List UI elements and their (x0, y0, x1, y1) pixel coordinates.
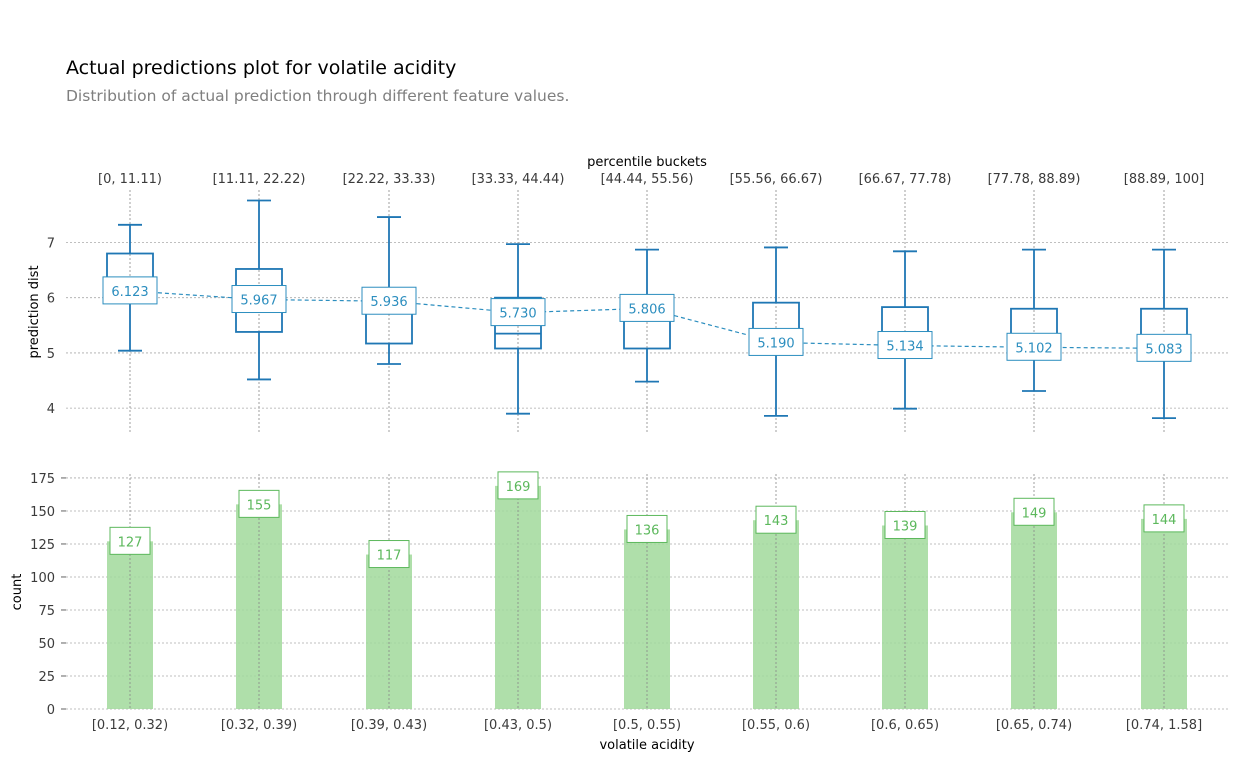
top-tick-5: [55.56, 66.67) (730, 172, 823, 187)
top-tick-7: [77.78, 88.89) (988, 172, 1081, 187)
box-y-axis-label: prediction dist (27, 265, 42, 358)
mean-label-box-4 (619, 293, 675, 322)
bar-label-box-2 (368, 540, 410, 569)
x-tick-5: [0.55, 0.6) (742, 718, 810, 733)
bar-y-tick-125: 125 (30, 538, 55, 553)
box-y-tick-4: 4 (47, 402, 55, 417)
mean-label-5: 5.190 (757, 336, 794, 351)
x-axis-label: volatile acidity (599, 738, 694, 753)
mean-label-1: 5.967 (240, 294, 277, 309)
mean-label-4: 5.806 (628, 302, 665, 317)
bar-y-tick-150: 150 (30, 505, 55, 520)
mean-label-3: 5.730 (499, 307, 536, 322)
x-tick-4: [0.5, 0.55) (613, 718, 681, 733)
x-tick-3: [0.43, 0.5) (484, 718, 552, 733)
bar-label-box-8 (1143, 504, 1185, 533)
top-tick-4: [44.44, 55.56) (601, 172, 694, 187)
top-tick-3: [33.33, 44.44) (472, 172, 565, 187)
bar-y-tick-75: 75 (38, 604, 55, 619)
x-tick-1: [0.32, 0.39) (221, 718, 297, 733)
mean-label-0: 6.123 (111, 285, 148, 300)
mean-label-box-1 (231, 285, 287, 314)
bar-label-box-3 (497, 471, 539, 500)
x-tick-0: [0.12, 0.32) (92, 718, 168, 733)
x-tick-2: [0.39, 0.43) (351, 718, 427, 733)
top-tick-0: [0, 11.11) (98, 172, 162, 187)
bar-y-tick-0: 0 (47, 703, 55, 718)
bar-y-tick-25: 25 (38, 670, 55, 685)
bar-label-box-0 (109, 526, 151, 555)
mean-label-8: 5.083 (1145, 342, 1182, 357)
bar-label-box-1 (238, 489, 280, 518)
top-axis-label: percentile buckets (587, 155, 707, 170)
mean-label-box-5 (748, 327, 804, 356)
bar-6 (882, 525, 928, 709)
bar-label-0: 127 (118, 535, 143, 550)
bar-label-8: 144 (1152, 513, 1177, 528)
bar-y-tick-175: 175 (30, 472, 55, 487)
top-tick-2: [22.22, 33.33) (343, 172, 436, 187)
bar-label-5: 143 (764, 514, 789, 529)
mean-label-box-8 (1136, 333, 1192, 362)
bar-label-7: 149 (1022, 506, 1047, 521)
bar-y-tick-50: 50 (38, 637, 55, 652)
mean-label-box-0 (102, 276, 158, 305)
top-tick-1: [11.11, 22.22) (213, 172, 306, 187)
mean-label-box-7 (1006, 332, 1062, 361)
count-panel: 0 25 50 75 100 125 150 175 count 127 155 117 169 136 1… (10, 471, 1229, 753)
chart-title: Actual predictions plot for volatile aci… (66, 57, 457, 79)
mean-label-box-6 (877, 331, 933, 360)
x-tick-8: [0.74, 1.58] (1126, 718, 1202, 733)
mean-label-box-2 (361, 286, 417, 315)
box-y-tick-7: 7 (47, 236, 55, 251)
bar-y-axis-label: count (10, 574, 25, 611)
bar-label-box-4 (626, 514, 668, 543)
bar-label-box-7 (1013, 497, 1055, 526)
chart-subtitle: Distribution of actual prediction throug… (66, 87, 570, 105)
bar-label-4: 136 (635, 523, 660, 538)
bar-0 (107, 541, 153, 709)
mean-label-7: 5.102 (1015, 341, 1052, 356)
prediction-dist-panel: 4 5 6 7 percentile buckets [0, 11.11) [11.11, … (27, 155, 1229, 433)
bar-label-6: 139 (893, 519, 918, 534)
bar-label-box-5 (755, 505, 797, 534)
bar-label-1: 155 (247, 498, 272, 513)
top-tick-6: [66.67, 77.78) (859, 172, 952, 187)
box-y-tick-5: 5 (47, 347, 55, 362)
mean-label-6: 5.134 (886, 340, 923, 355)
mean-label-2: 5.936 (370, 295, 407, 310)
bar-label-3: 169 (506, 480, 531, 495)
bar-label-box-6 (884, 510, 926, 539)
x-tick-7: [0.65, 0.74) (996, 718, 1072, 733)
bar-label-2: 117 (377, 549, 402, 564)
bar-y-tick-100: 100 (30, 571, 55, 586)
x-tick-6: [0.6, 0.65) (871, 718, 939, 733)
mean-label-box-3 (490, 298, 546, 327)
top-tick-8: [88.89, 100] (1124, 172, 1204, 187)
box-y-tick-6: 6 (47, 292, 55, 307)
